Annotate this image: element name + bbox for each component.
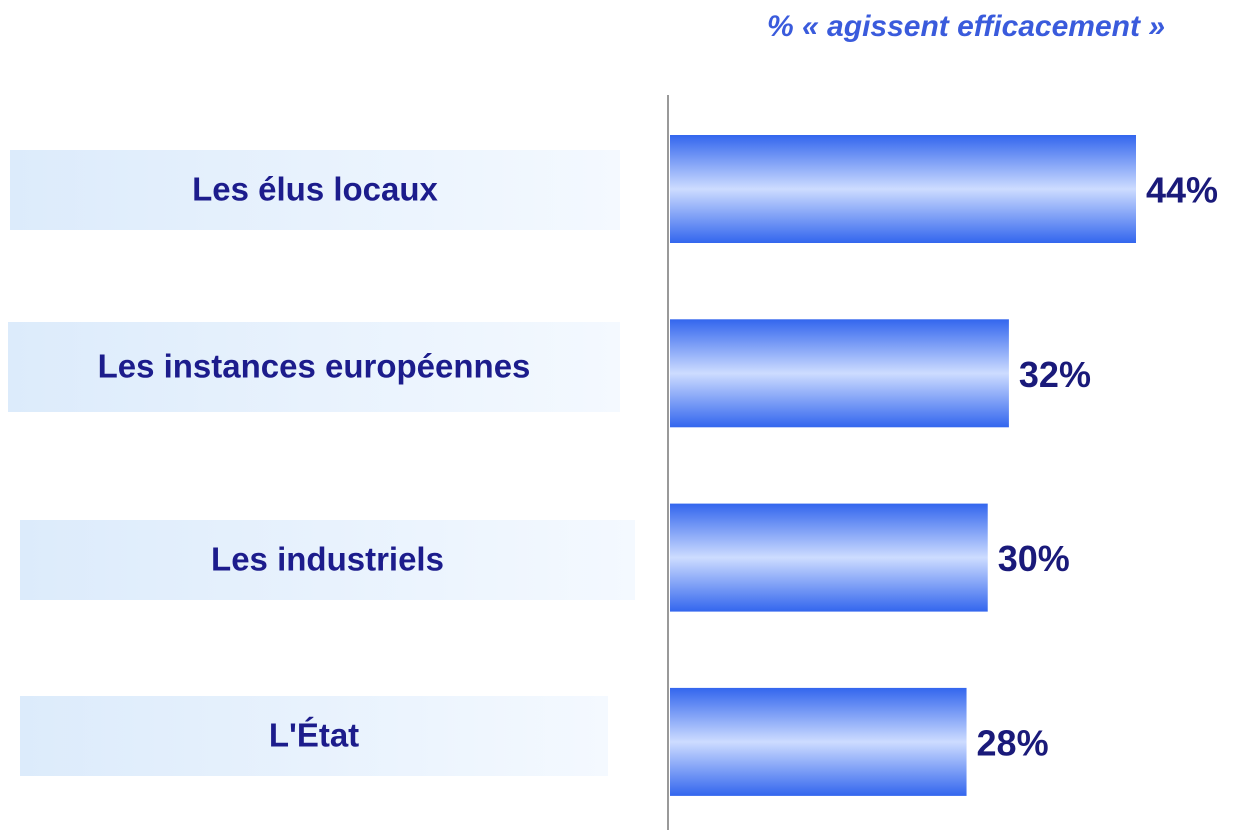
category-box	[20, 696, 608, 776]
category-box	[8, 322, 620, 412]
category-label: Les industriels	[211, 541, 444, 578]
chart-title: % « agissent efficacement »	[767, 10, 1165, 43]
bar	[670, 503, 988, 612]
category-label: L'État	[269, 717, 359, 754]
bar	[670, 135, 1136, 243]
category-box	[10, 150, 620, 230]
category-label: Les instances européennes	[98, 348, 531, 385]
value-label: 28%	[977, 722, 1049, 763]
category-label: Les élus locaux	[192, 171, 438, 208]
value-label: 32%	[1019, 354, 1091, 395]
category-box	[20, 520, 635, 600]
value-label: 44%	[1146, 170, 1218, 211]
value-label: 30%	[998, 538, 1070, 579]
bar	[670, 687, 967, 796]
bar	[670, 319, 1009, 428]
